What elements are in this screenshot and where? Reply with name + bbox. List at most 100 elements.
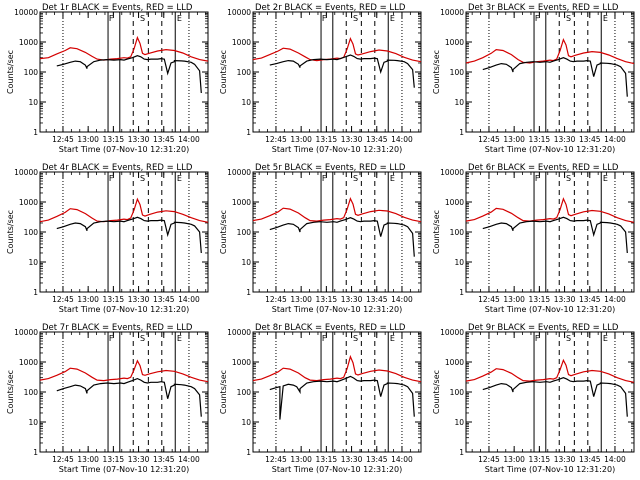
- y-tick-label: 10000: [440, 8, 464, 17]
- x-axis-label: Start Time (07-Nov-10 12:31:20): [59, 465, 189, 474]
- marker-letter: E: [177, 14, 182, 23]
- y-tick-label: 10000: [227, 168, 251, 177]
- x-tick-label: 12:45: [265, 455, 287, 464]
- y-tick-label: 1000: [19, 38, 38, 47]
- y-tick-label: 100: [24, 68, 39, 77]
- series-line-events: [482, 216, 628, 254]
- y-tick-label: 10: [454, 98, 464, 107]
- x-tick-label: 13:00: [503, 135, 525, 144]
- panel-title: Det 5r BLACK = Events, RED = LLD: [255, 163, 406, 173]
- marker-letter: F: [322, 174, 327, 183]
- x-tick-label: 13:45: [366, 135, 388, 144]
- x-tick-label: 13:45: [153, 455, 175, 464]
- y-tick-label: 1: [246, 288, 251, 297]
- x-axis-label: Start Time (07-Nov-10 12:31:20): [59, 305, 189, 314]
- x-tick-label: 13:45: [366, 455, 388, 464]
- series-line-lld: [465, 37, 635, 65]
- panel-title: Det 1r BLACK = Events, RED = LLD: [42, 3, 193, 13]
- series-line-events: [56, 55, 202, 94]
- x-axis-label: Start Time (07-Nov-10 12:31:20): [485, 145, 615, 154]
- x-tick-label: 13:15: [529, 135, 551, 144]
- y-tick-label: 10000: [440, 328, 464, 337]
- y-axis-label: Counts/sec: [6, 370, 15, 414]
- x-tick-label: 12:45: [52, 295, 74, 304]
- y-tick-label: 1: [459, 448, 464, 457]
- series-line-events: [482, 57, 628, 97]
- x-tick-label: 14:00: [604, 455, 626, 464]
- x-axis-label: Start Time (07-Nov-10 12:31:20): [59, 145, 189, 154]
- panel-title: Det 2r BLACK = Events, RED = LLD: [255, 3, 406, 13]
- x-tick-label: 13:15: [529, 455, 551, 464]
- x-tick-label: 13:15: [103, 135, 125, 144]
- x-tick-label: 13:00: [503, 455, 525, 464]
- x-tick-label: 13:30: [554, 135, 576, 144]
- marker-letter: E: [390, 334, 395, 343]
- panel-title: Det 7r BLACK = Events, RED = LLD: [42, 323, 193, 333]
- x-tick-label: 13:00: [290, 135, 312, 144]
- y-tick-label: 100: [237, 68, 252, 77]
- x-tick-label: 13:15: [103, 295, 125, 304]
- x-tick-label: 12:45: [265, 295, 287, 304]
- plot-frame: [252, 171, 422, 293]
- plot-frame: [252, 331, 422, 453]
- x-tick-label: 12:45: [478, 295, 500, 304]
- y-tick-label: 10: [28, 418, 38, 427]
- plot-frame: [252, 11, 422, 133]
- series-line-lld: [39, 197, 209, 223]
- y-axis-label: Counts/sec: [219, 50, 228, 94]
- y-tick-label: 1000: [19, 198, 38, 207]
- y-tick-label: 10000: [227, 328, 251, 337]
- marker-letter: F: [535, 334, 540, 343]
- x-tick-label: 13:30: [128, 295, 150, 304]
- x-tick-label: 12:45: [52, 455, 74, 464]
- plot-frame: [39, 331, 209, 453]
- marker-letter: F: [535, 14, 540, 23]
- marker-letter: E: [177, 174, 182, 183]
- y-tick-label: 10000: [14, 8, 38, 17]
- y-axis-label: Counts/sec: [432, 50, 441, 94]
- panel-det-8r: Det 8r BLACK = Events, RED = LLD 1 10 100 10…: [219, 323, 422, 474]
- panel-det-6r: Det 6r BLACK = Events, RED = LLD 1 10 100 10…: [432, 163, 635, 314]
- x-tick-label: 13:45: [579, 455, 601, 464]
- plot-frame: [465, 171, 635, 293]
- plot-frame: [39, 11, 209, 133]
- y-tick-label: 10000: [14, 328, 38, 337]
- y-tick-label: 100: [24, 228, 39, 237]
- marker-letter: F: [322, 334, 327, 343]
- y-tick-label: 1: [246, 128, 251, 137]
- y-tick-label: 10: [454, 258, 464, 267]
- plot-frame: [465, 331, 635, 453]
- x-tick-label: 14:00: [178, 135, 200, 144]
- y-tick-label: 10: [28, 98, 38, 107]
- x-tick-label: 13:15: [529, 295, 551, 304]
- x-tick-label: 12:45: [478, 135, 500, 144]
- x-tick-label: 13:15: [316, 135, 338, 144]
- y-tick-label: 10000: [227, 8, 251, 17]
- y-tick-label: 100: [237, 228, 252, 237]
- x-tick-label: 13:00: [290, 455, 312, 464]
- x-tick-label: 13:00: [77, 455, 99, 464]
- series-line-events: [269, 217, 415, 257]
- panel-det-4r: Det 4r BLACK = Events, RED = LLD 1 10 100 10…: [6, 163, 209, 314]
- marker-letter: F: [535, 174, 540, 183]
- series-line-lld: [465, 358, 635, 383]
- marker-letter: S: [353, 14, 358, 23]
- marker-letter: F: [109, 174, 114, 183]
- y-tick-label: 10: [241, 258, 251, 267]
- y-tick-label: 10: [241, 98, 251, 107]
- panel-det-2r: Det 2r BLACK = Events, RED = LLD 1 10 100 10…: [219, 3, 422, 154]
- panel-title: Det 4r BLACK = Events, RED = LLD: [42, 163, 193, 173]
- y-tick-label: 10000: [14, 168, 38, 177]
- x-axis-label: Start Time (07-Nov-10 12:31:20): [272, 465, 402, 474]
- panel-title: Det 3r BLACK = Events, RED = LLD: [468, 3, 619, 13]
- y-tick-label: 1000: [232, 38, 251, 47]
- y-tick-label: 1: [33, 448, 38, 457]
- y-axis-label: Counts/sec: [219, 370, 228, 414]
- marker-letter: F: [109, 14, 114, 23]
- plot-frame: [465, 11, 635, 133]
- marker-letter: S: [140, 14, 145, 23]
- y-tick-label: 1000: [232, 358, 251, 367]
- series-line-lld: [39, 359, 209, 383]
- x-tick-label: 14:00: [391, 455, 413, 464]
